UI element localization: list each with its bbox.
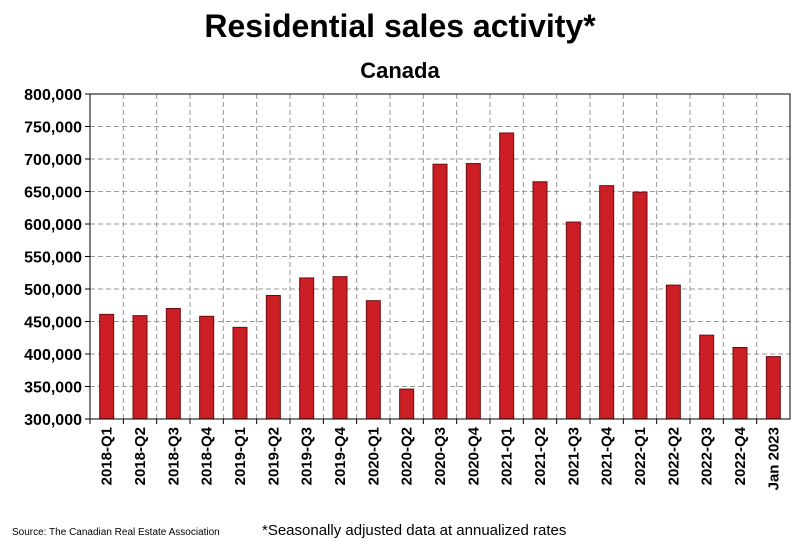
x-tick-label: 2022-Q1 [632, 427, 649, 485]
x-tick-label: 2020-Q4 [465, 426, 482, 485]
x-axis-ticks: 2018-Q1 2018-Q2 2018-Q3 2018-Q4 2019-Q1 2019-… [89, 419, 782, 490]
bar [399, 388, 415, 420]
y-tick-label: 500,000 [24, 282, 82, 299]
bar [165, 308, 181, 420]
x-tick-label: 2021-Q4 [599, 426, 616, 485]
bar [199, 315, 215, 420]
footnote: *Seasonally adjusted data at annualized … [262, 522, 567, 539]
bar [765, 356, 781, 420]
y-tick-label: 450,000 [24, 315, 82, 332]
bar [699, 334, 715, 420]
bars [99, 132, 781, 420]
x-tick-label: 2019-Q2 [265, 427, 282, 485]
y-tick-label: 700,000 [24, 152, 82, 169]
source-note: Source: The Canadian Real Estate Associa… [12, 527, 220, 538]
y-tick-label: 650,000 [24, 185, 82, 202]
bar [132, 315, 148, 420]
x-tick-label: 2018-Q4 [199, 426, 216, 485]
x-tick-label: 2019-Q3 [299, 427, 316, 485]
x-tick-label: 2020-Q3 [432, 427, 449, 485]
x-tick-label: 2018-Q2 [132, 427, 149, 485]
bar [332, 276, 348, 420]
x-tick-label: Jan 2023 [765, 427, 782, 490]
x-tick-label: 2021-Q2 [532, 427, 549, 485]
y-tick-label: 550,000 [24, 250, 82, 267]
bar [599, 185, 615, 420]
x-tick-label: 2022-Q2 [665, 427, 682, 485]
y-tick-label: 300,000 [24, 412, 82, 429]
x-tick-label: 2020-Q2 [399, 427, 416, 485]
y-tick-label: 600,000 [24, 217, 82, 234]
bar [432, 163, 448, 420]
bar [665, 284, 681, 420]
y-tick-label: 350,000 [24, 380, 82, 397]
bar [265, 295, 281, 420]
x-tick-label: 2022-Q3 [699, 427, 716, 485]
bar [232, 326, 248, 420]
bar [532, 181, 548, 420]
x-tick-label: 2018-Q3 [165, 427, 182, 485]
y-axis-ticks: 300,000 350,000 400,000 450,000 500,000 550,0… [24, 87, 90, 429]
plot-frame [89, 93, 791, 420]
bar [99, 313, 115, 420]
x-tick-label: 2020-Q1 [365, 427, 382, 485]
bar [465, 163, 481, 420]
bar [499, 132, 515, 420]
bar [365, 300, 381, 420]
x-tick-label: 2018-Q1 [99, 427, 116, 485]
x-tick-label: 2019-Q1 [232, 427, 249, 485]
bar [732, 347, 748, 420]
x-tick-label: 2021-Q3 [565, 427, 582, 485]
chart-subtitle: Canada [360, 58, 440, 83]
y-tick-label: 400,000 [24, 347, 82, 364]
y-tick-label: 750,000 [24, 120, 82, 137]
x-tick-label: 2019-Q4 [332, 426, 349, 485]
bar [299, 277, 315, 420]
x-tick-label: 2021-Q1 [499, 427, 516, 485]
bar [565, 221, 581, 420]
x-tick-label: 2022-Q4 [732, 426, 749, 485]
chart-title: Residential sales activity* [204, 8, 596, 44]
bar [632, 191, 648, 420]
y-tick-label: 800,000 [24, 87, 82, 104]
